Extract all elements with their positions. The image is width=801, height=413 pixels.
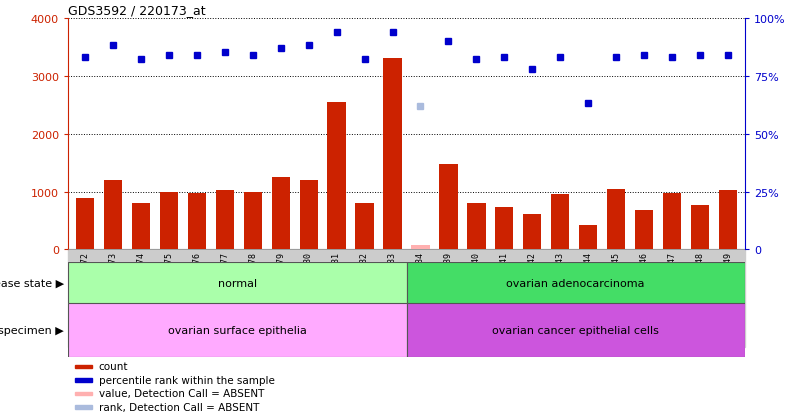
Text: disease state ▶: disease state ▶ [0,278,64,288]
Bar [384,59,401,250]
Bar [74,378,92,382]
Bar [159,192,178,250]
Bar [551,195,570,250]
Bar [272,178,290,250]
Bar [579,225,598,250]
Bar [104,180,122,250]
Text: value, Detection Call = ABSENT: value, Detection Call = ABSENT [99,388,264,399]
Text: rank, Detection Call = ABSENT: rank, Detection Call = ABSENT [99,402,259,412]
Bar [328,102,346,250]
Bar [467,204,485,250]
Bar [356,204,373,250]
Bar [523,214,541,250]
Bar [607,189,626,250]
Bar [187,193,206,250]
Bar [68,250,745,347]
Text: normal: normal [218,278,257,288]
Bar [407,304,745,357]
Text: count: count [99,362,128,372]
Bar [244,192,262,250]
Bar [76,199,94,250]
Bar [635,211,654,250]
Bar [440,164,457,250]
Bar [131,204,150,250]
Bar [74,405,92,408]
Bar [719,191,737,250]
Text: ovarian surface epithelia: ovarian surface epithelia [168,325,307,335]
Bar [74,365,92,368]
Bar [691,206,709,250]
Bar [68,304,407,357]
Bar [215,191,234,250]
Text: GDS3592 / 220173_at: GDS3592 / 220173_at [68,5,206,17]
Bar [300,180,318,250]
Bar [74,392,92,395]
Text: percentile rank within the sample: percentile rank within the sample [99,375,275,385]
Bar [407,262,745,304]
Bar [412,245,429,250]
Text: ovarian cancer epithelial cells: ovarian cancer epithelial cells [493,325,659,335]
Bar [68,262,407,304]
Bar [495,207,513,250]
Text: specimen ▶: specimen ▶ [0,325,64,335]
Text: ovarian adenocarcinoma: ovarian adenocarcinoma [506,278,645,288]
Bar [663,194,682,250]
